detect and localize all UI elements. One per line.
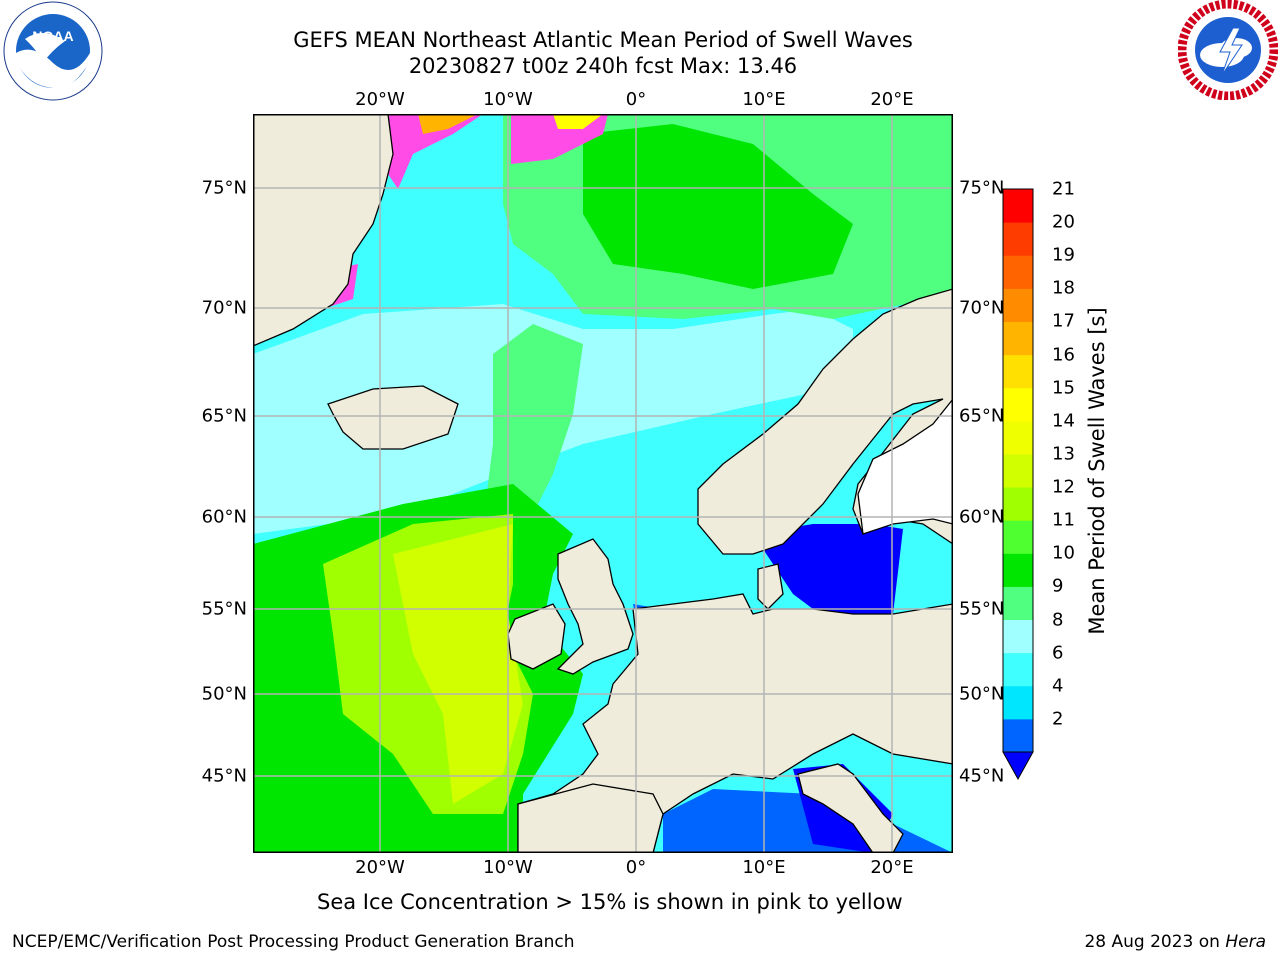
colorbar [1002,188,1034,781]
chart-title: GEFS MEAN Northeast Atlantic Mean Period… [293,28,913,52]
sea-ice-east-core [553,114,603,129]
swell-period-map [253,114,953,853]
colorbar-segment [1003,189,1033,223]
lon-label-bottom: 10°E [742,857,786,878]
field-green-core [583,124,853,289]
lon-label-bottom: 0° [625,857,647,878]
colorbar-segment [1003,420,1033,455]
lat-label-right: 45°N [959,765,1005,787]
colorbar-tick-label: 13 [1052,443,1075,465]
colorbar-segment [1003,718,1033,753]
lat-label-left: 45°N [201,765,247,787]
colorbar-extend-arrow [1002,751,1034,781]
colorbar-tick-label: 21 [1052,178,1075,200]
chart-subtitle: 20230827 t00z 240h fcst Max: 13.46 [408,54,798,78]
lon-label-top: 20°W [355,89,405,110]
field-yellow-green [393,524,523,804]
lat-label-left: 65°N [201,405,247,427]
colorbar-tick-label: 6 [1052,642,1064,664]
colorbar-tick-label: 14 [1052,410,1075,432]
land-iceland [327,385,459,450]
land-sweden-inner [857,397,953,535]
lon-label-top: 0° [625,89,647,110]
colorbar-tick-label: 12 [1052,476,1075,498]
sea-ice-west [388,114,483,189]
colorbar-tick-label: 9 [1052,575,1064,597]
colorbar-tick-label: 11 [1052,509,1075,531]
colorbar-tick-label: 20 [1052,211,1075,233]
lon-label-bottom: 10°W [483,857,533,878]
colorbar-segment [1003,487,1033,521]
lat-label-right: 55°N [959,598,1005,620]
colorbar-title: Mean Period of Swell Waves [s] [1085,307,1109,635]
colorbar-segment [1003,255,1033,289]
colorbar-segment [1003,288,1033,322]
sea-ice-caption: Sea Ice Concentration > 15% is shown in … [317,890,903,914]
lon-label-top: 20°E [870,89,914,110]
land-iberia [517,783,664,853]
lon-label-top: 10°W [483,89,533,110]
map-frame [253,114,953,853]
colorbar-tick-label: 2 [1052,708,1064,730]
lon-label-top: 10°E [742,89,786,110]
footer-date-text: 28 Aug 2023 on [1084,932,1226,952]
footer-credit: NCEP/EMC/Verification Post Processing Pr… [12,932,575,952]
land-greenland [253,114,394,347]
lat-label-left: 50°N [201,683,247,705]
colorbar-segment [1003,553,1033,587]
lat-label-left: 60°N [201,506,247,528]
land-italy [797,763,904,853]
colorbar-tick-label: 16 [1052,344,1075,366]
colorbar-segment [1003,619,1033,654]
colorbar-tick-label: 4 [1052,675,1064,697]
footer-machine: Hera [1225,932,1266,952]
colorbar-tick-label: 19 [1052,244,1075,266]
colorbar-segment [1003,222,1033,256]
lat-label-right: 65°N [959,405,1005,427]
lat-label-left: 75°N [201,177,247,199]
colorbar-segment [1003,685,1033,720]
footer-date: 28 Aug 2023 on Hera [1084,932,1266,952]
lat-label-right: 50°N [959,683,1005,705]
lat-label-left: 55°N [201,598,247,620]
noaa-logo-text: NOAA [32,28,73,44]
colorbar-tick-label: 8 [1052,609,1064,631]
nws-logo [1178,0,1278,100]
colorbar-segment [1003,321,1033,356]
colorbar-segment [1003,586,1033,621]
lon-label-bottom: 20°E [870,857,914,878]
colorbar-tick-label: 18 [1052,277,1075,299]
colorbar-tick-label: 10 [1052,542,1075,564]
colorbar-tick-label: 17 [1052,310,1075,332]
colorbar-tick-label: 15 [1052,377,1075,399]
lat-label-right: 75°N [959,177,1005,199]
lat-label-right: 60°N [959,506,1005,528]
lat-label-left: 70°N [201,297,247,319]
noaa-logo: NOAA [3,1,103,101]
colorbar-segment [1003,652,1033,687]
land-britain [556,538,634,675]
colorbar-segment [1003,387,1033,422]
colorbar-frame [1002,188,1034,753]
lat-label-right: 70°N [959,297,1005,319]
colorbar-segment [1003,520,1033,554]
colorbar-segment [1003,453,1033,488]
field-baltic [753,524,903,624]
colorbar-segment [1003,354,1033,389]
lon-label-bottom: 20°W [355,857,405,878]
sea-ice-west-core [418,114,478,134]
